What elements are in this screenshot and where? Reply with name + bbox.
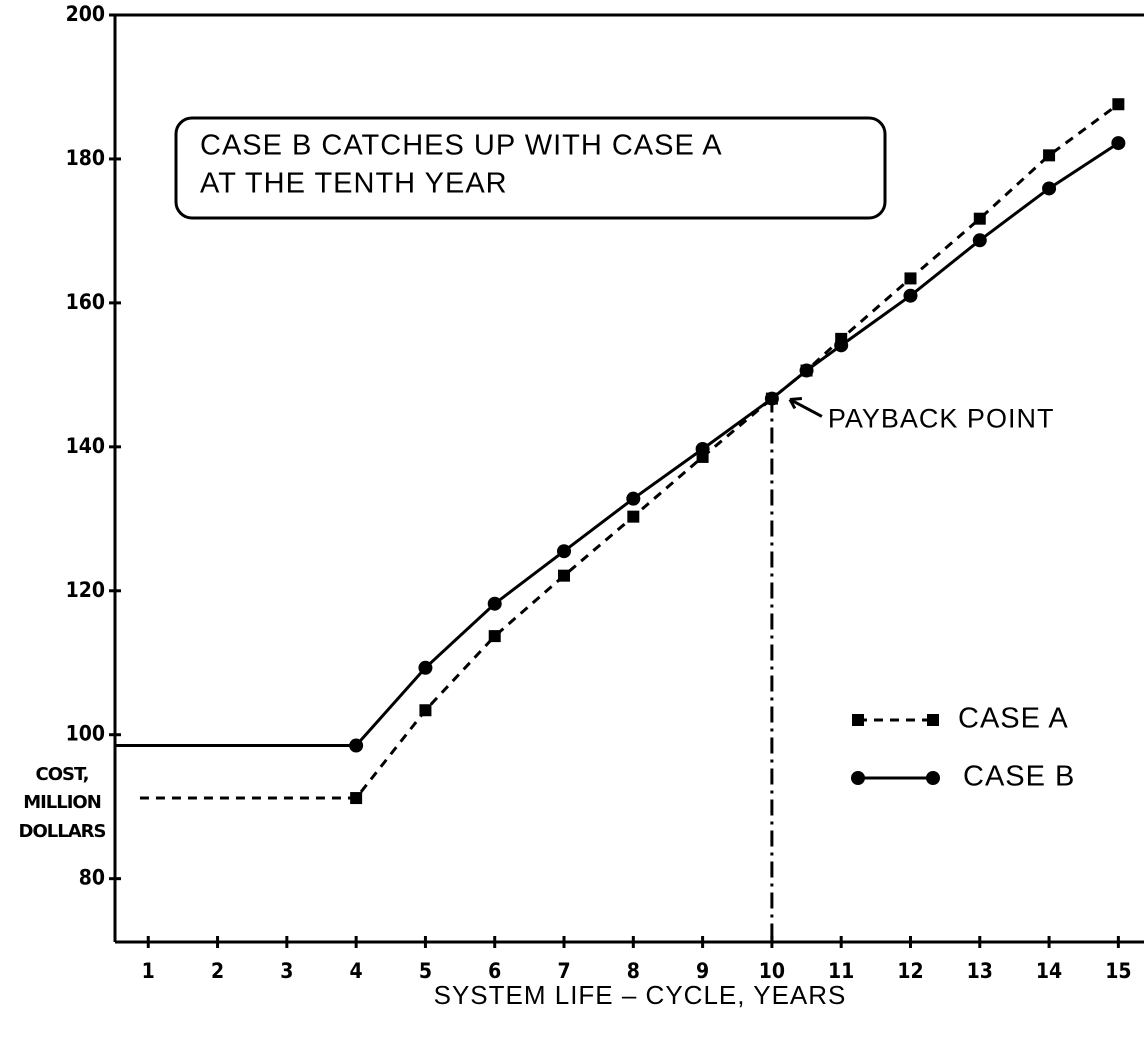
legend-label: CASE B xyxy=(963,761,1075,793)
data-point xyxy=(558,569,571,582)
data-point xyxy=(627,510,640,523)
x-tick-label: 3 xyxy=(280,959,293,983)
data-point xyxy=(904,272,917,285)
y-tick-label: 80 xyxy=(79,866,105,890)
legend-marker xyxy=(927,714,939,726)
data-point xyxy=(418,660,433,675)
data-point xyxy=(903,288,918,303)
y-axis-title: DOLLARS xyxy=(19,821,106,842)
x-tick-label: 14 xyxy=(1036,959,1062,983)
x-tick-label: 5 xyxy=(419,959,432,983)
data-point xyxy=(419,704,432,717)
x-tick-label: 9 xyxy=(696,959,709,983)
data-point xyxy=(350,792,363,805)
y-tick-label: 140 xyxy=(66,434,105,458)
data-point xyxy=(834,338,849,353)
y-axis-title: MILLION xyxy=(23,792,101,813)
x-tick-label: 7 xyxy=(557,959,570,983)
legend-label: CASE A xyxy=(958,703,1069,735)
x-tick-label: 10 xyxy=(759,959,785,983)
data-point xyxy=(764,391,779,406)
y-axis-title: COST, xyxy=(35,764,88,785)
x-tick-label: 8 xyxy=(627,959,640,983)
data-point xyxy=(487,596,502,611)
annotation-line: CASE B CATCHES UP WITH CASE A xyxy=(200,130,723,162)
annotation-box xyxy=(174,116,887,220)
x-tick-label: 2 xyxy=(211,959,224,983)
x-tick-label: 4 xyxy=(350,959,363,983)
data-point xyxy=(1111,136,1126,151)
x-tick-label: 13 xyxy=(967,959,993,983)
y-tick-label: 100 xyxy=(66,722,105,746)
y-tick-label: 200 xyxy=(66,2,105,26)
legend-marker xyxy=(926,771,940,785)
annotation-line: AT THE TENTH YEAR xyxy=(200,168,508,200)
data-point xyxy=(1042,181,1057,196)
x-tick-label: 1 xyxy=(142,959,155,983)
legend-marker xyxy=(852,714,864,726)
payback-arrow xyxy=(788,396,823,418)
legend-marker xyxy=(851,771,865,785)
x-axis-title: SYSTEM LIFE – CYCLE, YEARS xyxy=(434,980,847,1010)
y-tick-label: 120 xyxy=(66,578,105,602)
data-point xyxy=(1043,149,1056,162)
data-point xyxy=(972,233,987,248)
x-tick-label: 12 xyxy=(897,959,923,983)
x-tick-label: 11 xyxy=(828,959,854,983)
data-point xyxy=(626,491,641,506)
data-point xyxy=(973,212,986,225)
data-point xyxy=(557,544,572,559)
x-tick-label: 6 xyxy=(488,959,501,983)
data-point xyxy=(349,738,364,753)
data-point xyxy=(695,441,710,456)
x-tick-label: 15 xyxy=(1105,959,1131,983)
data-point xyxy=(799,363,814,378)
series-line xyxy=(115,141,1120,748)
data-point xyxy=(488,630,501,643)
series-line xyxy=(139,103,1120,800)
payback-label: PAYBACK POINT xyxy=(828,404,1055,434)
y-tick-label: 180 xyxy=(66,146,105,170)
y-tick-label: 160 xyxy=(66,290,105,314)
data-point xyxy=(1112,98,1125,111)
